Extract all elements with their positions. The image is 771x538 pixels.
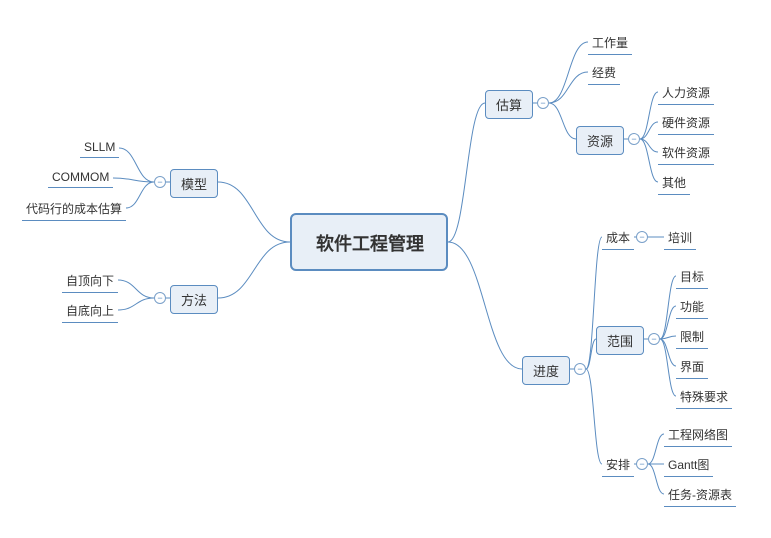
leaf-d2-1: 功能	[676, 296, 708, 319]
leaf-d2-3: 其他	[658, 172, 690, 195]
node-d1-2[interactable]: 资源	[576, 126, 624, 155]
branch-1[interactable]: 方法	[170, 285, 218, 314]
leaf-d2-2: 任务-资源表	[664, 484, 736, 507]
node-d1-1[interactable]: 范围	[596, 326, 644, 355]
leaf-d1-0: 成本	[602, 227, 634, 250]
leaf-d2-4: 特殊要求	[676, 386, 732, 409]
leaf-d2-1: Gantt图	[664, 454, 713, 477]
expander-2[interactable]: −	[636, 231, 648, 243]
leaf-d2-0: 人力资源	[658, 82, 714, 105]
leaf-d2-2: 限制	[676, 326, 708, 349]
leaf-d1-1: 经费	[588, 62, 620, 85]
leaf-d2-2: 软件资源	[658, 142, 714, 165]
expander-1[interactable]: −	[574, 363, 586, 375]
leaf-d1-0: 自顶向下	[62, 270, 118, 293]
leaf-d2-1: 硬件资源	[658, 112, 714, 135]
leaf-d2-0: 培训	[664, 227, 696, 250]
branch-2[interactable]: 估算	[485, 90, 533, 119]
leaf-d2-3: 界面	[676, 356, 708, 379]
leaf-d2-0: 工程网络图	[664, 424, 732, 447]
leaf-d1-0: 工作量	[588, 32, 632, 55]
expander-2[interactable]: −	[636, 458, 648, 470]
leaf-d1-1: 自底向上	[62, 300, 118, 323]
leaf-d1-2: 代码行的成本估算	[22, 198, 126, 221]
branch-3[interactable]: 进度	[522, 356, 570, 385]
leaf-d1-0: SLLM	[80, 138, 119, 158]
expander-1[interactable]: −	[537, 97, 549, 109]
expander-1[interactable]: −	[154, 176, 166, 188]
expander-2[interactable]: −	[628, 133, 640, 145]
expander-2[interactable]: −	[648, 333, 660, 345]
leaf-d1-2: 安排	[602, 454, 634, 477]
leaf-d2-0: 目标	[676, 266, 708, 289]
expander-1[interactable]: −	[154, 292, 166, 304]
root-node[interactable]: 软件工程管理	[290, 213, 448, 271]
branch-0[interactable]: 模型	[170, 169, 218, 198]
leaf-d1-1: COMMOM	[48, 168, 113, 188]
